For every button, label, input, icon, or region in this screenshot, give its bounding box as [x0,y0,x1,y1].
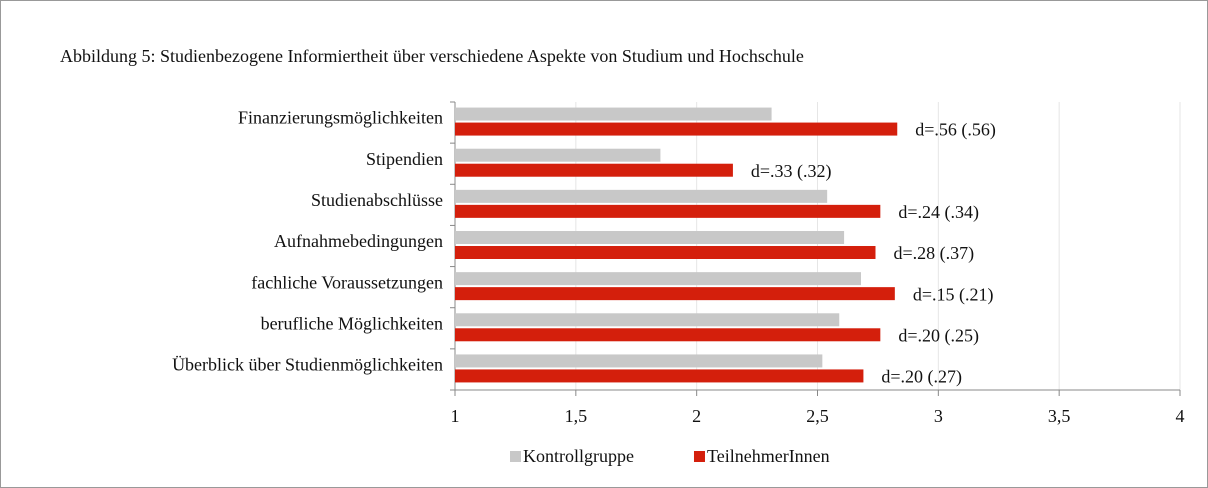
bar [455,313,840,327]
y-tick-label: Überblick über Studienmöglichkeiten [172,355,443,375]
y-tick-label: berufliche Möglichkeiten [261,313,443,333]
x-tick-label: 2 [692,406,701,426]
bar [455,231,845,244]
bar [455,272,861,286]
bar [455,287,895,301]
bar [455,189,828,203]
x-tick-label: 3 [934,406,943,426]
bar [455,328,881,342]
legend-swatch [510,451,521,462]
bar [455,107,772,121]
y-tick-label: Finanzierungsmöglichkeiten [238,108,443,128]
annotation: d=.24 (.34) [898,202,979,223]
annotation: d=.20 (.25) [898,325,979,346]
legend-label: Kontrollgruppe [523,446,634,466]
annotation: d=.33 (.32) [751,161,832,182]
legend-swatch [693,451,705,462]
x-tick-label: 1,5 [565,406,588,426]
y-tick-label: Aufnahmebedingungen [274,231,443,251]
annotation: d=.20 (.27) [881,367,962,388]
x-tick-label: 1 [451,406,460,426]
bar [455,163,733,177]
annotation: d=.28 (.37) [894,243,975,264]
annotation: d=.15 (.21) [913,284,994,305]
bar [455,246,876,259]
y-tick-label: Studienabschlüsse [311,190,443,210]
legend-label: TeilnehmerInnen [707,446,830,466]
chart-title: Abbildung 5: Studienbezogene Informierth… [60,46,804,66]
bar [455,148,661,162]
bar [455,122,898,136]
x-tick-label: 2,5 [806,406,829,426]
bar [455,204,881,218]
x-tick-label: 4 [1176,406,1185,426]
bar [455,369,864,383]
y-tick-label: Stipendien [366,149,443,169]
annotation: d=.56 (.56) [915,120,996,141]
x-tick-label: 3,5 [1048,406,1071,426]
bar [455,354,823,368]
y-tick-label: fachliche Voraussetzungen [251,272,443,292]
